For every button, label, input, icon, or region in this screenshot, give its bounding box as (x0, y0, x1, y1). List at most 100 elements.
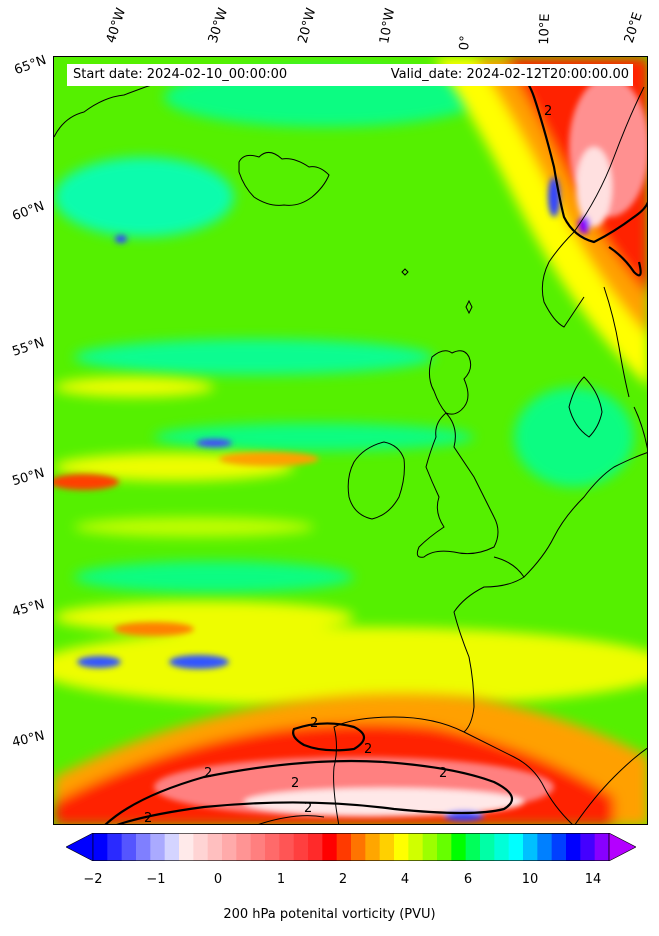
date-header: Start date: 2024-02-10_00:00:00 Valid_da… (67, 64, 633, 86)
contour-south-outer (104, 759, 514, 824)
colorbar-segment (150, 833, 166, 861)
field-ne-purple (578, 216, 590, 234)
colorbar-segment (394, 833, 409, 861)
field-cyan-mid (74, 339, 434, 375)
lon-label-40w: 40°W (103, 6, 130, 45)
colorbar-tick-10: 10 (521, 872, 539, 887)
coast-iberia (333, 716, 465, 824)
colorbar (66, 833, 636, 861)
contour-label-s4: 2 (291, 776, 299, 791)
colorbar-segment (279, 833, 295, 861)
field-red-w (54, 474, 119, 490)
field-orange-sw (114, 622, 194, 636)
coast-iceland (238, 152, 330, 206)
colorbar-segment (179, 833, 194, 861)
field-blue-nw (115, 235, 127, 243)
contour-label-s1: 2 (310, 716, 318, 731)
field-yellow-w3 (74, 517, 314, 537)
colorbar-segment (523, 833, 538, 861)
start-date-text: Start date: 2024-02-10_00:00:00 (73, 67, 288, 82)
contour-label-s7: 2 (439, 766, 447, 781)
colorbar-segment (322, 833, 338, 861)
colorbar-segment (107, 833, 123, 861)
colorbar-extend-low (66, 833, 94, 861)
field-cyan-mid2 (154, 423, 474, 451)
lon-label-30w: 30°W (205, 6, 232, 45)
colorbar-segment (465, 833, 481, 861)
coast-sweden (603, 286, 630, 398)
colorbar-segment (408, 833, 424, 861)
colorbar-tick-6: 6 (463, 872, 473, 887)
lat-label-50n: 50°N (10, 465, 47, 490)
contour-label-s2: 2 (364, 742, 372, 757)
pv-field: 2 2 2 2 2 2 2 2 (54, 57, 647, 824)
coast-faroe (401, 268, 409, 276)
contour-ne-inner (608, 246, 642, 277)
field-blue-sw2 (169, 655, 229, 669)
field-blue-sw1 (77, 656, 121, 668)
field-cyan-nw (54, 157, 234, 237)
colorbar-segment (193, 833, 209, 861)
coast-greenland (54, 80, 165, 138)
contour-south-inner (292, 722, 366, 752)
field-yellow-w1 (54, 377, 214, 397)
contour-label-s3: 2 (204, 766, 212, 781)
colorbar-segment (494, 833, 510, 861)
colorbar-tick-4: 4 (400, 872, 410, 887)
coastlines (54, 80, 647, 824)
colorbar-tick-2: 2 (338, 872, 348, 887)
colorbar-title: 200 hPa potenital vorticity (PVU) (223, 907, 436, 922)
colorbar-segment (164, 833, 180, 861)
colorbar-segment (351, 833, 366, 861)
field-s-white (244, 788, 524, 816)
coast-continent-north (523, 452, 647, 578)
lat-label-40n: 40°N (10, 728, 47, 751)
colorbar-segment (293, 833, 309, 861)
colorbar-segment (308, 833, 323, 861)
coast-norway (541, 86, 645, 328)
colorbar-segment (336, 833, 352, 861)
valid-date-text: Valid_date: 2024-02-12T20:00:00.00 (390, 67, 629, 82)
contour-ne (503, 73, 647, 244)
field-ne-blue (548, 177, 560, 217)
lat-label-60n: 60°N (10, 198, 47, 225)
colorbar-segment (437, 833, 452, 861)
field-blue-w (196, 439, 232, 447)
colorbar-segment (480, 833, 495, 861)
colorbar-segment (537, 833, 553, 861)
coast-shetland (465, 299, 473, 315)
colorbar-segment (594, 833, 610, 861)
lon-label-0: 0° (457, 34, 474, 51)
colorbar-extend-high (608, 833, 636, 861)
colorbar-segment (121, 833, 137, 861)
contour-label-s5: 2 (304, 801, 312, 816)
colorbar-segment (236, 833, 252, 861)
lon-label-20w: 20°W (295, 6, 320, 45)
coast-iberia-east (463, 731, 573, 824)
lon-label-10w: 10°W (377, 7, 399, 46)
coast-britain (416, 412, 499, 558)
colorbar-tick-14: 14 (584, 872, 602, 887)
lat-label-45n: 45°N (10, 597, 47, 620)
lon-label-10e: 10°E (537, 13, 554, 45)
coast-denmark (568, 376, 603, 438)
colorbar-segment (207, 833, 223, 861)
colorbar-segment (136, 833, 151, 861)
colorbar-segment (551, 833, 567, 861)
field-cyan-sw (74, 561, 354, 593)
colorbar-tick-0: 0 (213, 872, 223, 887)
lon-label-20e: 20°E (621, 10, 646, 46)
colorbar-segment (580, 833, 596, 861)
colorbar-segment (379, 833, 395, 861)
lat-label-65n: 65°N (12, 52, 49, 79)
coast-north-africa (258, 815, 325, 824)
coast-mediterranean (574, 747, 647, 824)
colorbar-tick-neg2: −2 (83, 872, 103, 887)
contour-label-ne: 2 (544, 104, 552, 119)
field-ne-white (576, 147, 612, 227)
colorbar-segment (365, 833, 381, 861)
colorbar-segment (508, 833, 524, 861)
coast-scotland (428, 350, 472, 415)
colorbar-tick-1: 1 (276, 872, 286, 887)
coast-ireland (347, 441, 405, 520)
